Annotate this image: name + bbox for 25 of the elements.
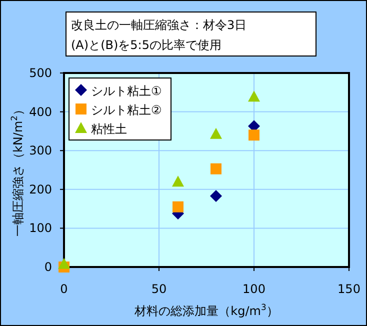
point	[210, 163, 222, 174]
y-tick-label: 100	[29, 221, 52, 236]
x-tick-label: 100	[242, 282, 266, 296]
legend-label: 粘性土	[91, 122, 127, 136]
point	[210, 128, 222, 139]
title: 改良土の一軸圧縮強さ：材令3日 (A)と(B)を5:5の比率で使用	[66, 12, 316, 56]
point	[172, 176, 184, 187]
x-axis-title: 材料の総添加量（kg/m$^{3}$）	[134, 302, 278, 318]
x-tick-label: 50	[151, 282, 167, 296]
point	[248, 90, 260, 102]
legend-label: シルト粘土①	[91, 84, 162, 98]
legend-label: シルト粘土②	[91, 103, 162, 117]
y-tick-label: 500	[29, 66, 52, 80]
y-tick-label: 400	[29, 104, 52, 119]
x-tick-label: 150	[338, 282, 360, 296]
y-tick-label: 200	[29, 182, 52, 196]
y-tick-label: 300	[29, 144, 52, 158]
y-tick-label: 0	[44, 260, 52, 274]
chart-title: 改良土の一軸圧縮強さ：材令3日	[71, 18, 247, 32]
point	[248, 130, 260, 141]
point	[172, 201, 184, 212]
point	[210, 190, 222, 202]
point	[58, 258, 70, 269]
chart-subtitle: (A)と(B)を5:5の比率で使用	[71, 38, 222, 52]
x-tick-label: 0	[60, 282, 68, 296]
